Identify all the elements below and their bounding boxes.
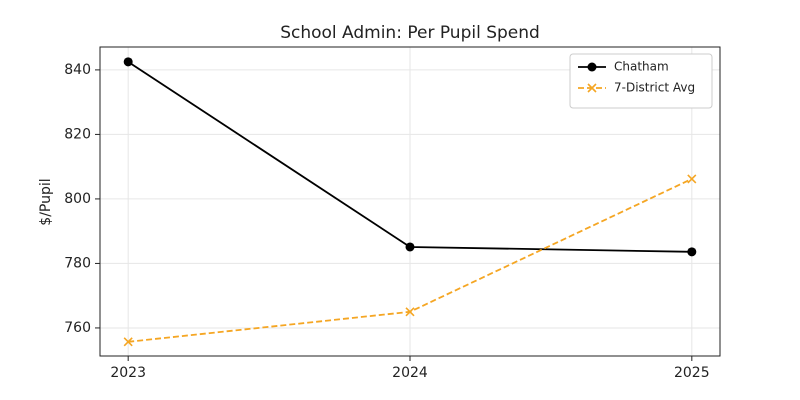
marker [405, 242, 415, 252]
chart-title: School Admin: Per Pupil Spend [280, 23, 540, 43]
x-tick-label: 2024 [392, 365, 428, 381]
y-tick-label: 760 [64, 320, 91, 336]
y-tick-label: 820 [64, 126, 91, 142]
y-tick-label: 800 [64, 191, 91, 207]
legend-marker [587, 62, 597, 72]
legend-label: Chatham [614, 60, 669, 74]
legend-label: 7-District Avg [614, 81, 695, 95]
y-axis-label: $/Pupil [38, 178, 54, 225]
marker [687, 174, 697, 184]
y-tick-label: 780 [64, 255, 91, 271]
marker [123, 57, 133, 67]
plot-frame [99, 46, 721, 357]
marker [687, 247, 697, 257]
legend-marker [587, 83, 597, 93]
marker [405, 307, 415, 317]
legend: Chatham 7-District Avg [569, 53, 713, 109]
x-tick-label: 2023 [110, 365, 146, 381]
x-tick-label: 2025 [674, 365, 710, 381]
marker [123, 337, 133, 347]
y-tick-label: 840 [64, 62, 91, 78]
